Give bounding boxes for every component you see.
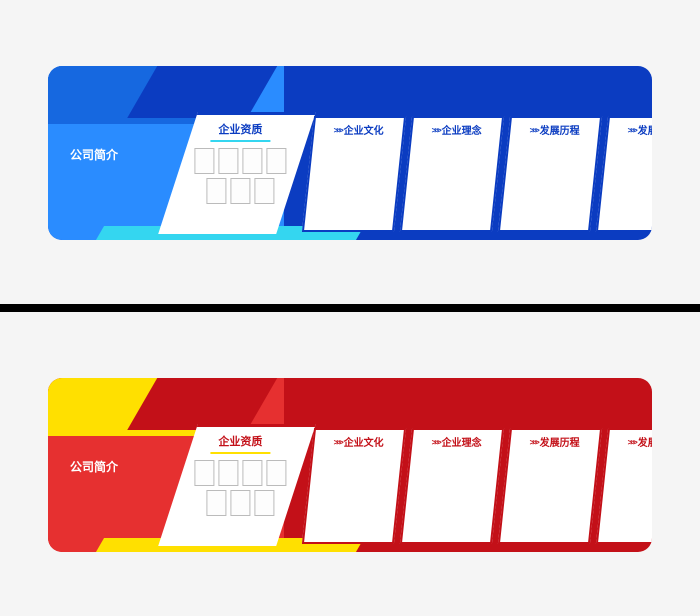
card-title: >>>企业理念 (413, 434, 501, 449)
chevron-icon: >>> (432, 438, 440, 447)
qualification-box: 企业资质 (158, 112, 316, 234)
doc-thumb (266, 460, 286, 486)
chevron-icon: >>> (628, 438, 636, 447)
card-title: >>>发展历程 (609, 434, 652, 449)
doc-thumb (254, 490, 274, 516)
card-title: >>>发展历程 (511, 122, 599, 137)
display-wall: 公司简介 创优质品牌 铸一流形象 企业资质 (48, 378, 652, 552)
doc-thumb (266, 148, 286, 174)
doc-thumb (242, 148, 262, 174)
chevron-icon: >>> (334, 126, 342, 135)
card-title: >>>发展历程 (511, 434, 599, 449)
chevron-icon: >>> (432, 126, 440, 135)
qual-underline (210, 452, 270, 454)
doc-thumb (230, 178, 250, 204)
divider (0, 304, 700, 312)
card-culture: >>>企业文化 (302, 428, 406, 544)
chevron-icon: >>> (628, 126, 636, 135)
card-culture: >>>企业文化 (302, 116, 406, 232)
canvas: 熊猫图库 公司简介 创优质品牌 铸一流形象 企业资质 (0, 312, 700, 616)
doc-thumb (218, 148, 238, 174)
doc-thumb (206, 490, 226, 516)
chevron-icon: >>> (334, 438, 342, 447)
doc-thumb (218, 460, 238, 486)
doc-thumb (254, 178, 274, 204)
card-row: >>>企业文化 >>>企业理念 >>>发展历程 >>>发展历程 (308, 428, 652, 544)
doc-thumb (194, 148, 214, 174)
card-title: >>>企业文化 (315, 122, 403, 137)
card-history1: >>>发展历程 (498, 428, 602, 544)
chevron-icon: >>> (530, 438, 538, 447)
qual-docs (189, 460, 291, 516)
card-title: >>>企业文化 (315, 434, 403, 449)
card-concept: >>>企业理念 (400, 116, 504, 232)
panel-red: 熊猫图库 公司简介 创优质品牌 铸一流形象 企业资质 (0, 312, 700, 616)
qual-title: 企业资质 (189, 121, 291, 137)
doc-thumb (194, 460, 214, 486)
card-title: >>>企业理念 (413, 122, 501, 137)
card-concept: >>>企业理念 (400, 428, 504, 544)
panel-blue: 熊猫图库 公司简介 创优质品牌 铸一流形象 企业资质 (0, 0, 700, 304)
doc-thumb (206, 178, 226, 204)
doc-thumb (242, 460, 262, 486)
qual-docs (189, 148, 291, 204)
card-history1: >>>发展历程 (498, 116, 602, 232)
doc-thumb (230, 490, 250, 516)
qual-title: 企业资质 (189, 433, 291, 449)
qual-underline (210, 140, 270, 142)
card-history2: >>>发展历程 (596, 116, 652, 232)
chevron-icon: >>> (530, 126, 538, 135)
qualification-box: 企业资质 (158, 424, 316, 546)
display-wall: 公司简介 创优质品牌 铸一流形象 企业资质 (48, 66, 652, 240)
card-history2: >>>发展历程 (596, 428, 652, 544)
canvas: 熊猫图库 公司简介 创优质品牌 铸一流形象 企业资质 (0, 0, 700, 304)
card-title: >>>发展历程 (609, 122, 652, 137)
company-intro-label: 公司简介 (70, 458, 118, 475)
card-row: >>>企业文化 >>>企业理念 >>>发展历程 >>>发展历程 (308, 116, 652, 232)
company-intro-label: 公司简介 (70, 146, 118, 163)
